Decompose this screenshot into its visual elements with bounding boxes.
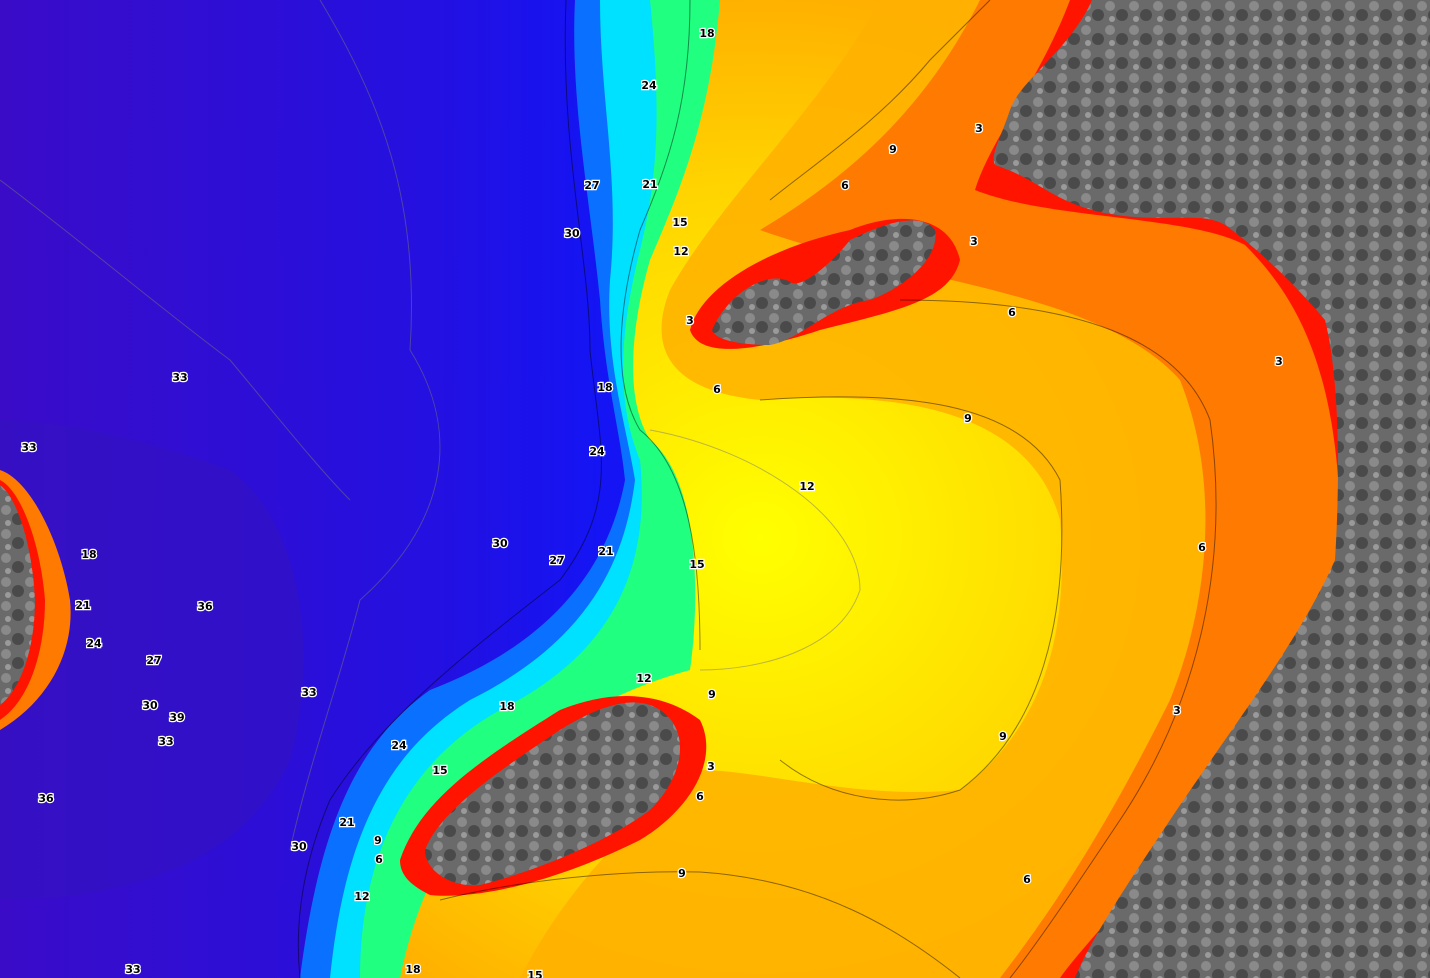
depth-label: 33 [301, 686, 316, 699]
depth-label: 6 [696, 790, 704, 803]
depth-label: 3 [1173, 704, 1181, 717]
depth-label: 9 [964, 412, 972, 425]
depth-label: 12 [799, 480, 814, 493]
depth-label: 9 [889, 143, 897, 156]
depth-label: 3 [686, 314, 694, 327]
depth-label: 30 [291, 840, 307, 853]
depth-label: 6 [841, 179, 849, 192]
depth-label: 6 [713, 383, 721, 396]
depth-label: 9 [708, 688, 716, 701]
depth-label: 24 [86, 637, 102, 650]
depth-label: 30 [142, 699, 158, 712]
depth-label: 6 [1023, 873, 1031, 886]
depth-label: 12 [354, 890, 369, 903]
depth-label: 18 [597, 381, 612, 394]
depth-label: 27 [549, 554, 564, 567]
depth-label: 21 [598, 545, 613, 558]
island [712, 220, 936, 345]
depth-label: 27 [584, 179, 599, 192]
depth-label: 9 [374, 834, 382, 847]
contours [0, 0, 1217, 978]
depth-label: 6 [1198, 541, 1206, 554]
depth-label: 9 [999, 730, 1007, 743]
depth-label: 36 [38, 792, 54, 805]
depth-label: 39 [169, 711, 184, 724]
depth-label: 12 [636, 672, 651, 685]
depth-label: 33 [158, 735, 173, 748]
depth-label: 6 [375, 853, 383, 866]
depth-label: 21 [75, 599, 90, 612]
depth-label: 30 [564, 227, 580, 240]
depth-label: 18 [699, 27, 714, 40]
depth-label: 3 [975, 122, 983, 135]
depth-label: 3 [707, 760, 715, 773]
depth-label: 33 [21, 441, 36, 454]
depth-label: 15 [672, 216, 687, 229]
island [0, 485, 35, 705]
depth-label: 24 [641, 79, 657, 92]
depth-label: 15 [432, 764, 447, 777]
depth-label: 15 [527, 969, 542, 978]
depth-label: 36 [197, 600, 213, 613]
shore-land [993, 0, 1430, 978]
depth-label: 30 [492, 537, 508, 550]
depth-label: 18 [499, 700, 514, 713]
depth-label: 21 [642, 178, 657, 191]
depth-label: 15 [689, 558, 704, 571]
depth-label: 33 [172, 371, 187, 384]
depth-label: 18 [81, 548, 96, 561]
depth-label: 27 [146, 654, 161, 667]
depth-label: 24 [391, 739, 407, 752]
depth-label: 3 [970, 235, 978, 248]
depth-label: 9 [678, 867, 686, 880]
depth-label: 3 [1275, 355, 1283, 368]
depth-label: 21 [339, 816, 354, 829]
depth-label: 6 [1008, 306, 1016, 319]
depth-label: 24 [589, 445, 605, 458]
depth-label: 12 [673, 245, 688, 258]
depth-label: 18 [405, 963, 420, 976]
depth-label: 33 [125, 963, 140, 976]
island [425, 702, 680, 886]
